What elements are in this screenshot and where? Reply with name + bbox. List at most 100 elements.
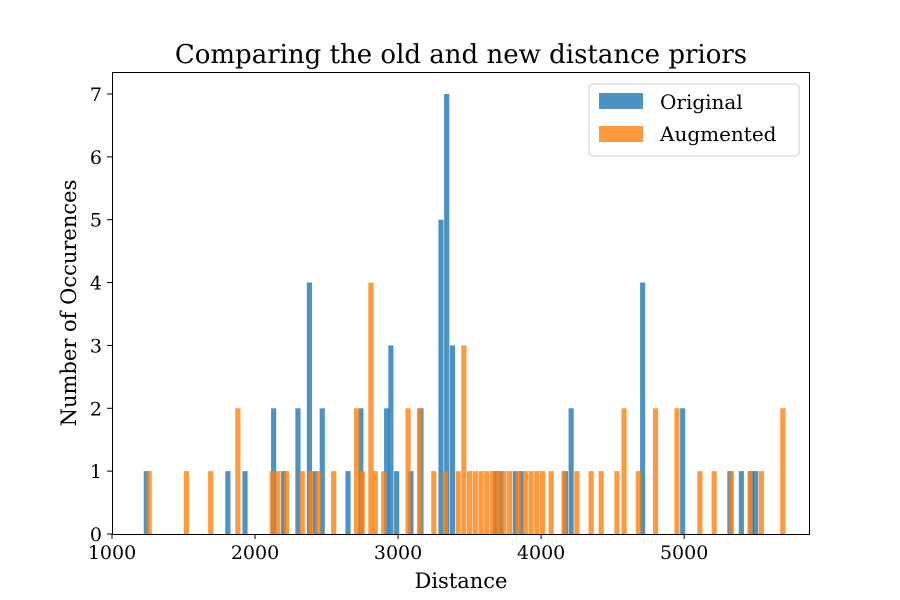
bar-original-9 [345, 471, 351, 534]
bar-original-12 [388, 345, 394, 534]
bar-augmented-45 [697, 471, 703, 534]
bar-augmented-50 [780, 408, 786, 534]
x-tick-label: 4000 [517, 542, 565, 564]
bar-augmented-31 [522, 471, 528, 534]
x-tick-label: 2000 [231, 542, 279, 564]
y-tick-label: 7 [90, 84, 102, 106]
bar-augmented-36 [561, 471, 567, 534]
bar-augmented-15 [381, 471, 387, 534]
bar-augmented-30 [515, 471, 521, 534]
bar-augmented-18 [431, 471, 437, 534]
bar-augmented-49 [758, 471, 764, 534]
bar-augmented-7 [299, 471, 305, 534]
bar-original-4 [281, 471, 287, 534]
x-tick-label: 5000 [660, 542, 708, 564]
bar-original-20 [498, 471, 504, 534]
bar-augmented-17 [416, 408, 423, 534]
bar-augmented-10 [331, 471, 337, 534]
bar-augmented-20 [455, 471, 461, 534]
y-axis-label: Number of Occurences [57, 180, 81, 427]
bar-original-22 [518, 471, 524, 534]
bar-augmented-35 [548, 471, 554, 534]
x-axis-ticks: 1000 2000 3000 4000 5000 [88, 534, 708, 564]
bar-original-17 [444, 94, 450, 534]
bar-augmented-19 [442, 471, 448, 534]
x-tick-label: 3000 [374, 542, 422, 564]
y-tick-label: 5 [90, 210, 102, 232]
bar-augmented-32 [528, 471, 534, 534]
bar-augmented-27 [495, 471, 501, 534]
legend-swatch-augmented [599, 126, 643, 142]
bar-augmented-26 [489, 471, 496, 534]
legend-swatch-original [599, 93, 643, 109]
bar-original-25 [640, 282, 646, 534]
bar-original-0 [143, 471, 149, 534]
bar-augmented-28 [501, 471, 507, 534]
bar-augmented-9 [315, 471, 321, 534]
bar-augmented-41 [621, 408, 627, 534]
bar-original-2 [242, 471, 248, 534]
legend-label-augmented: Augmented [659, 122, 777, 146]
bar-original-30 [753, 471, 759, 534]
y-tick-label: 3 [90, 335, 102, 357]
x-axis-label: Distance [414, 569, 507, 593]
bar-augmented-47 [728, 471, 734, 534]
bar-original-14 [408, 471, 414, 534]
bar-original-1 [225, 471, 231, 534]
legend: Original Augmented [588, 83, 800, 157]
bar-augmented-16 [405, 408, 411, 534]
chart-title: Comparing the old and new distance prior… [175, 40, 747, 70]
bar-augmented-24 [478, 471, 484, 534]
bar-augmented-43 [652, 408, 659, 534]
y-tick-label: 4 [90, 273, 102, 295]
bar-augmented-2 [208, 471, 214, 534]
y-tick-label: 2 [90, 398, 102, 420]
bar-original-28 [738, 471, 744, 534]
bar-original-7 [312, 471, 318, 534]
bar-original-13 [394, 471, 400, 534]
bar-original-19 [492, 471, 498, 534]
y-axis-ticks: 0 1 2 3 4 5 6 7 [90, 84, 112, 546]
bar-augmented-40 [614, 471, 620, 534]
bar-original-8 [319, 408, 325, 534]
y-tick-label: 0 [90, 524, 102, 546]
bar-augmented-3 [235, 408, 241, 534]
y-tick-label: 6 [90, 147, 102, 169]
axes [112, 72, 810, 535]
bar-augmented-1 [183, 471, 189, 534]
bar-augmented-6 [283, 471, 290, 534]
bar-original-5 [295, 408, 301, 534]
bar-augmented-8 [308, 471, 314, 534]
bar-augmented-29 [507, 471, 513, 534]
bar-augmented-44 [674, 408, 680, 534]
bar-original-18 [449, 345, 455, 534]
bar-augmented-12 [359, 471, 365, 534]
x-tick-label: 1000 [88, 542, 136, 564]
legend-label-original: Original [660, 90, 743, 114]
bar-augmented-13 [368, 282, 374, 534]
bar-augmented-46 [711, 471, 717, 534]
bar-augmented-25 [484, 471, 490, 534]
y-tick-label: 1 [90, 461, 102, 483]
bar-augmented-4 [269, 471, 275, 534]
bar-original-6 [306, 282, 312, 534]
bar-augmented-23 [472, 471, 478, 534]
bar-original-21 [512, 471, 518, 534]
bar-augmented-5 [275, 471, 281, 534]
bar-original-11 [384, 408, 390, 534]
bar-augmented-21 [461, 345, 467, 534]
bar-augmented-37 [574, 471, 580, 534]
bar-augmented-33 [534, 471, 540, 534]
bar-augmented-42 [635, 471, 641, 534]
bar-augmented-38 [588, 471, 594, 534]
bar-augmented-22 [467, 471, 473, 534]
bar-augmented-39 [598, 471, 604, 534]
series-augmented-bars [146, 282, 786, 534]
bar-original-26 [680, 408, 686, 534]
bar-augmented-0 [146, 471, 152, 534]
bar-augmented-34 [539, 471, 546, 534]
bar-augmented-14 [372, 471, 378, 534]
bar-augmented-11 [354, 408, 360, 534]
bar-original-16 [438, 219, 444, 534]
